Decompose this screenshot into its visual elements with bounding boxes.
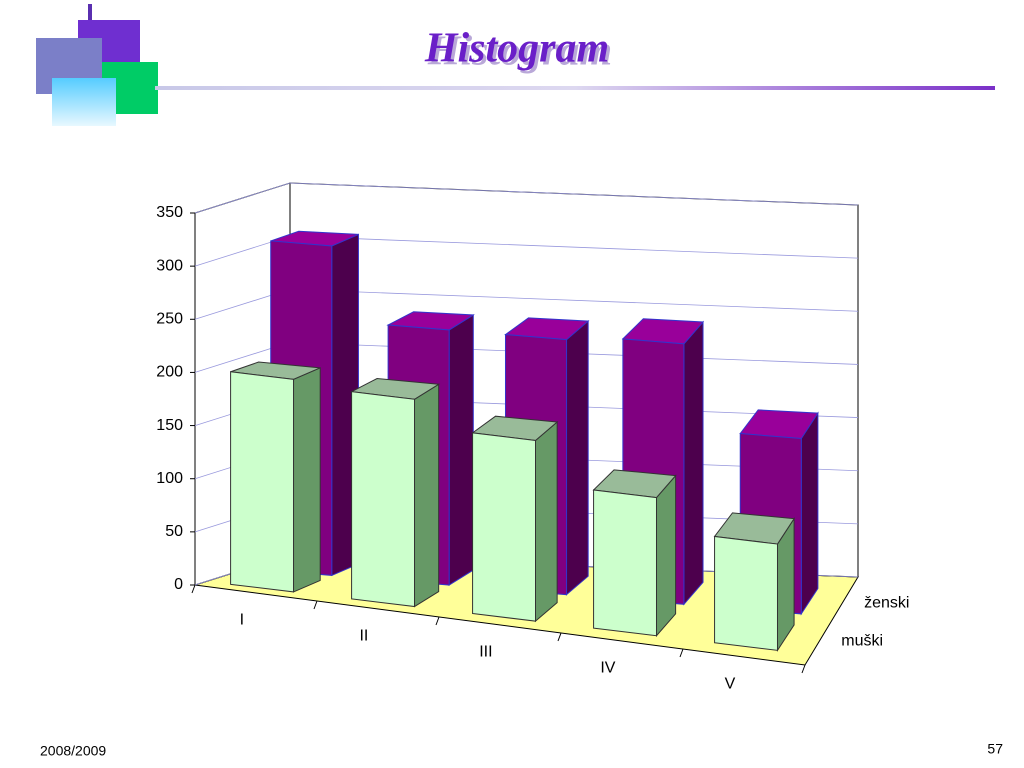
bar <box>713 512 795 653</box>
bar-side <box>448 314 474 586</box>
bar-side <box>534 420 558 623</box>
x-tick-label: II <box>359 627 368 644</box>
y-tick-label: 200 <box>156 364 183 381</box>
y-tick-label: 300 <box>156 257 183 274</box>
bar-front <box>351 391 416 608</box>
x-tick <box>557 632 562 642</box>
bar <box>349 377 441 608</box>
x-tick-label: III <box>479 643 492 660</box>
legend-label: muški <box>841 632 883 649</box>
bar-front <box>230 371 295 593</box>
x-tick <box>801 664 806 674</box>
bar-side <box>683 320 704 606</box>
bar-side <box>655 474 677 638</box>
bar <box>592 469 677 638</box>
y-tick-label: 100 <box>156 470 183 487</box>
bar <box>471 415 559 623</box>
y-tick-label: 350 <box>156 204 183 221</box>
bar-side <box>566 320 589 596</box>
bar-side <box>293 367 321 593</box>
footer-date: 2008/2009 <box>40 743 106 759</box>
x-tick <box>313 600 318 610</box>
y-tick-label: 150 <box>156 417 183 434</box>
legend-label: ženski <box>864 595 909 612</box>
grid-line <box>194 182 859 214</box>
x-tick-label: V <box>725 675 736 692</box>
bar-side <box>414 383 440 608</box>
decoration <box>36 4 995 126</box>
x-tick-label: I <box>240 611 244 628</box>
x-tick <box>679 648 684 658</box>
title-shadow: Histogram <box>427 29 612 75</box>
chart: 050100150200250300350IIIIIIIVVženskimušk… <box>156 182 909 692</box>
bar <box>230 361 321 593</box>
x-tick <box>435 616 440 626</box>
bar-front <box>593 489 657 637</box>
x-tick <box>191 584 196 594</box>
bar-front <box>472 432 536 622</box>
x-tick-label: IV <box>600 659 615 676</box>
page-number: 57 <box>987 741 1003 757</box>
y-tick-label: 250 <box>156 311 183 328</box>
bar-side <box>800 411 819 616</box>
y-tick-label: 50 <box>165 523 183 540</box>
y-tick-label: 0 <box>174 576 183 593</box>
bar-front <box>714 535 778 651</box>
chart-title: Histogram <box>424 26 609 72</box>
